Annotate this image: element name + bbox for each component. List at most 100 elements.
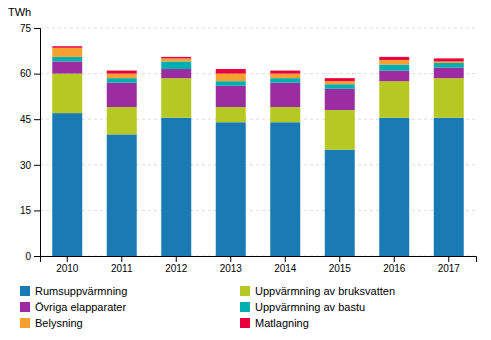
bar-segment	[379, 64, 409, 70]
bar-segment	[216, 81, 246, 86]
bar-segment	[434, 63, 464, 68]
tick: 0	[25, 251, 40, 262]
bar-segment	[52, 48, 82, 57]
bar-segment	[379, 71, 409, 82]
series	[52, 46, 463, 81]
bar-segment	[161, 78, 191, 118]
bar-segment	[52, 113, 82, 256]
tick: 2016	[383, 256, 406, 274]
bar-segment	[107, 134, 137, 256]
tick-label: 45	[20, 114, 32, 125]
tick: 15	[20, 205, 40, 216]
tick-mark	[121, 256, 122, 262]
grid-line	[40, 28, 476, 29]
series	[52, 57, 463, 89]
tick-label: 2015	[329, 263, 352, 274]
legend-item: Rumsuppvärmning	[20, 285, 127, 297]
tick-label: 2013	[220, 263, 243, 274]
tick-label: 2014	[274, 263, 297, 274]
tick-label: 2010	[56, 263, 79, 274]
bars	[52, 46, 463, 256]
bar-segment	[52, 74, 82, 114]
tick: 30	[20, 160, 40, 171]
bar-segment	[325, 150, 355, 256]
legend-label: Belysning	[35, 317, 83, 329]
bar-segment	[216, 86, 246, 107]
bar-segment	[161, 61, 191, 69]
tick-mark	[230, 256, 231, 262]
bar-segment	[325, 84, 355, 89]
axis-label: TWh	[8, 6, 31, 18]
grid-line	[40, 164, 476, 165]
axis-line	[41, 257, 477, 263]
legend-item: Uppvärmning av bruksvatten	[240, 285, 395, 297]
tick-mark	[34, 210, 40, 211]
tick-mark	[285, 256, 286, 262]
grid-line	[40, 119, 476, 120]
bar-segment	[161, 57, 191, 59]
bar-segment	[325, 78, 355, 81]
tick: 2011	[111, 256, 133, 274]
bar-segment	[270, 71, 300, 74]
tick: 2014	[274, 256, 297, 274]
bar-segment	[216, 107, 246, 122]
bar-segment	[216, 69, 246, 74]
chart: 2010 2011 2012 2013 2014 2015 2016 2017 0 15 30 45 6…	[0, 0, 491, 340]
tick-mark	[339, 256, 340, 262]
series	[52, 113, 463, 256]
bar-segment	[161, 58, 191, 61]
tick-label: 2012	[165, 263, 188, 274]
tick-mark	[34, 74, 40, 75]
tick-label: 60	[20, 68, 32, 79]
tick-label: 2016	[383, 263, 406, 274]
legend-label: Övriga elapparater	[35, 301, 126, 313]
y-axis: 0 15 30 45 60 75	[20, 23, 41, 262]
grid-line	[40, 73, 476, 74]
bar-segment	[161, 118, 191, 256]
bar-segment	[107, 78, 137, 83]
bar-segment	[107, 83, 137, 107]
legend-item: Uppvärmning av bastu	[240, 301, 365, 313]
tick: 2013	[220, 256, 243, 274]
x-axis: 2010 2011 2012 2013 2014 2015 2016 2017	[41, 256, 477, 274]
legend-label: Rumsuppvärmning	[35, 285, 127, 297]
series	[52, 74, 463, 150]
tick-mark	[394, 256, 395, 262]
bar-segment	[434, 68, 464, 79]
tick-label: 0	[25, 251, 31, 262]
tick-mark	[34, 165, 40, 166]
bar-segment	[379, 60, 409, 65]
bar-segment	[52, 61, 82, 73]
bar-segment	[216, 74, 246, 82]
grid-line	[40, 210, 476, 211]
tick-label: 75	[20, 23, 32, 34]
bar-segment	[270, 78, 300, 83]
bar-segment	[379, 81, 409, 117]
tick: 2010	[56, 256, 79, 274]
grid	[40, 28, 476, 256]
bar-segment	[216, 122, 246, 256]
bar-segment	[270, 83, 300, 107]
legend-label: Matlagning	[255, 317, 309, 329]
plot: 2010 2011 2012 2013 2014 2015 2016 2017 0 15 30 45 6…	[20, 23, 477, 274]
legend-item: Övriga elapparater	[20, 301, 126, 313]
legend-label: Uppvärmning av bruksvatten	[255, 285, 395, 297]
bar-segment	[434, 61, 464, 63]
bar-segment	[434, 118, 464, 256]
tick-mark	[67, 256, 68, 262]
tick-label: 2011	[111, 263, 133, 274]
tick: 2012	[165, 256, 188, 274]
bar-segment	[434, 58, 464, 61]
bar-segment	[52, 57, 82, 62]
bar-segment	[325, 110, 355, 150]
legend-item: Belysning	[20, 317, 83, 329]
tick-mark	[34, 28, 40, 29]
tick-mark	[34, 119, 40, 120]
tick-label: 2017	[438, 263, 461, 274]
tick: 75	[20, 23, 40, 34]
bar-segment	[379, 118, 409, 256]
bar-segment	[52, 46, 82, 48]
bar-segment	[107, 107, 137, 134]
bar-segment	[325, 81, 355, 84]
bar-segment	[107, 71, 137, 74]
